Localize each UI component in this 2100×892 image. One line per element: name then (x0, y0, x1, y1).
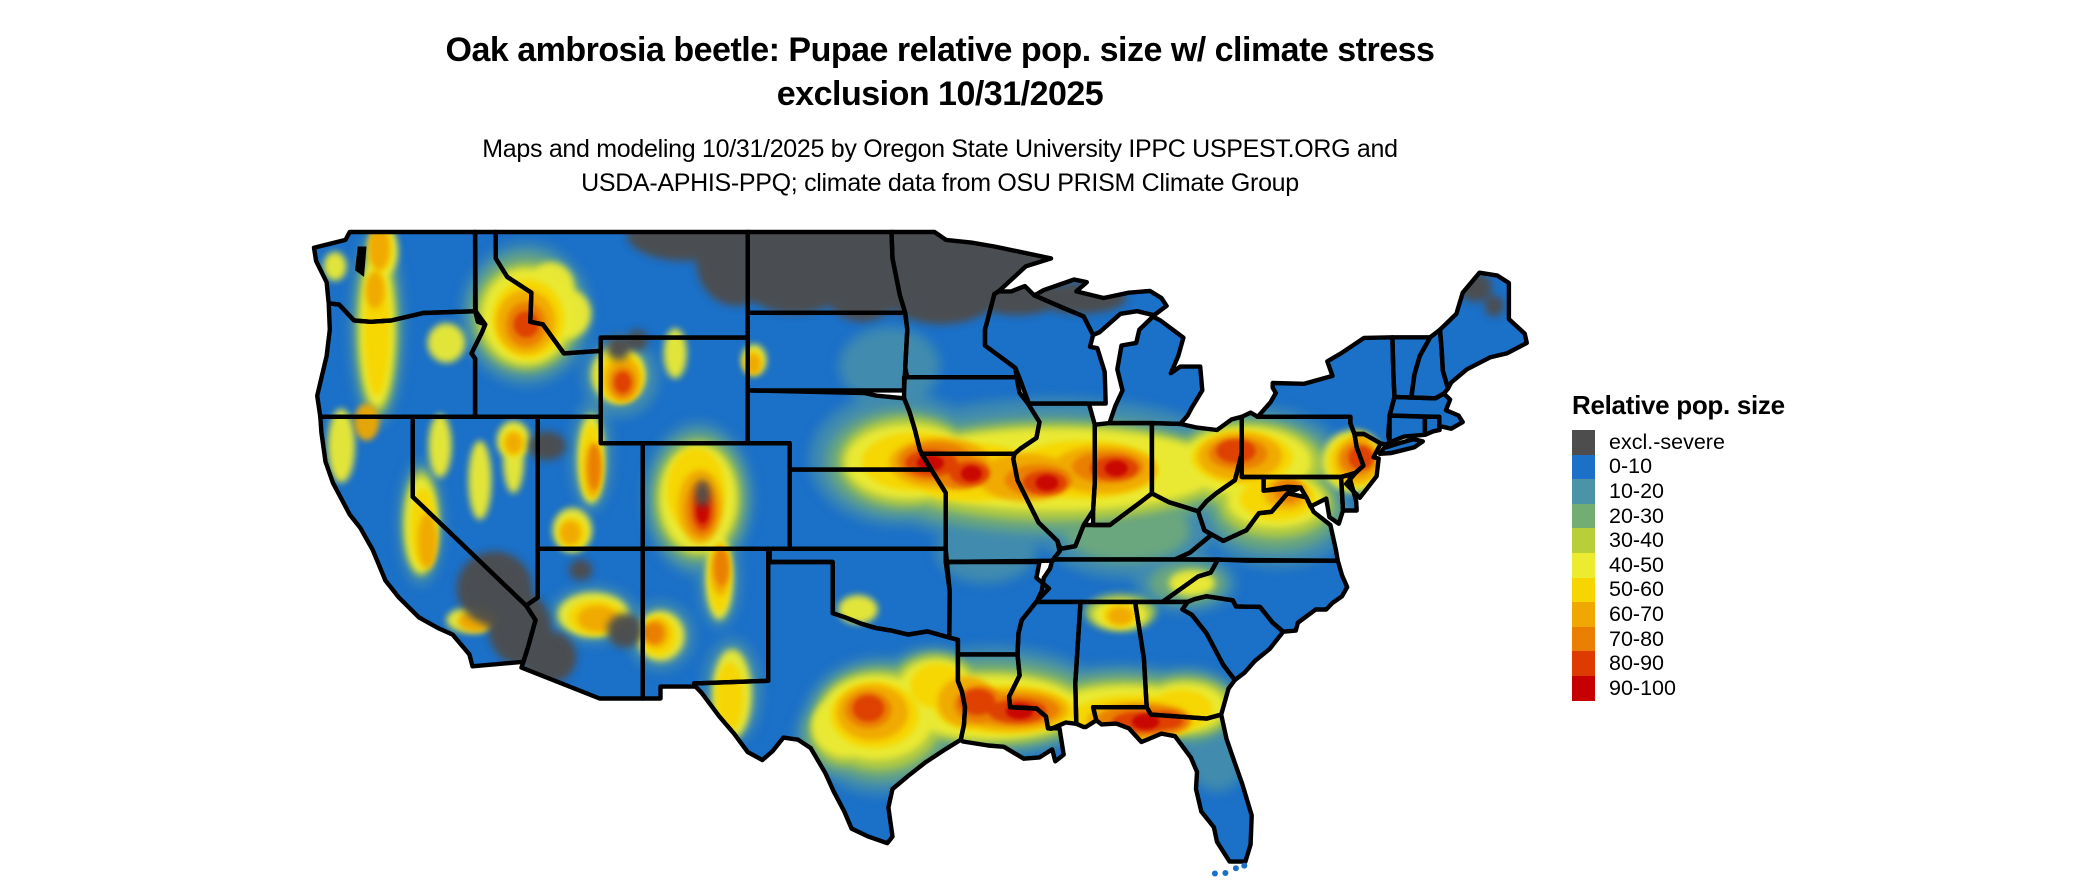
map-subtitle: Maps and modeling 10/31/2025 by Oregon S… (340, 132, 1540, 200)
legend-swatch (1572, 675, 1595, 701)
legend-swatch (1572, 552, 1595, 578)
legend-swatch (1572, 651, 1595, 676)
map-subtitle-line2: USDA-APHIS-PPQ; climate data from OSU PR… (581, 169, 1299, 197)
legend-item-label: 60-70 (1609, 601, 1664, 626)
legend-title: Relative pop. size (1572, 390, 1785, 420)
legend-swatch (1572, 503, 1595, 529)
legend-item: 40-50 (1572, 553, 1785, 578)
puget-sound-inlet (355, 246, 367, 277)
state-borders (311, 229, 1529, 864)
legend-item-label: 10-20 (1609, 478, 1664, 503)
map-title-line2: exclusion 10/31/2025 (776, 75, 1104, 113)
florida-keys-dot (1222, 870, 1229, 876)
legend-item-label: 80-90 (1609, 651, 1664, 676)
legend-rows: excl.-severe 0-10 10-20 20-30 30-40 40-50 50-6… (1572, 430, 1785, 701)
florida-keys-dot (1211, 870, 1218, 877)
legend-item-label: excl.-severe (1609, 429, 1725, 454)
legend-swatch (1572, 602, 1595, 627)
legend-swatch (1572, 454, 1595, 480)
legend-item-label: 50-60 (1609, 577, 1664, 602)
florida-keys-dot (1232, 865, 1239, 872)
legend-item: 30-40 (1572, 528, 1785, 553)
map-header: Oak ambrosia beetle: Pupae relative pop.… (340, 28, 1540, 200)
legend-swatch (1572, 626, 1595, 652)
florida-keys-dot (1241, 862, 1248, 869)
legend-item: 70-80 (1572, 627, 1785, 652)
legend-item-label: 20-30 (1609, 503, 1664, 528)
map-subtitle-line1: Maps and modeling 10/31/2025 by Oregon S… (482, 135, 1398, 163)
legend-item-label: 70-80 (1609, 626, 1664, 651)
legend-item: excl.-severe (1572, 430, 1785, 455)
legend-item-label: 0-10 (1609, 454, 1653, 479)
legend-swatch (1572, 577, 1595, 603)
legend-item-label: 90-100 (1609, 675, 1676, 700)
legend-item-label: 40-50 (1609, 552, 1664, 577)
legend-item: 0-10 (1572, 454, 1785, 480)
legend-item-label: 30-40 (1609, 528, 1664, 553)
legend-swatch (1572, 430, 1595, 455)
map-title-line1: Oak ambrosia beetle: Pupae relative pop.… (445, 31, 1435, 69)
legend: Relative pop. size excl.-severe 0-10 10-20… (1572, 390, 1785, 701)
legend-item: 60-70 (1572, 602, 1785, 627)
legend-item: 10-20 (1572, 479, 1785, 504)
legend-item: 90-100 (1572, 676, 1785, 701)
legend-swatch (1572, 528, 1595, 553)
legend-swatch (1572, 479, 1595, 504)
legend-item: 80-90 (1572, 651, 1785, 676)
legend-item: 50-60 (1572, 577, 1785, 603)
legend-item: 20-30 (1572, 504, 1785, 529)
